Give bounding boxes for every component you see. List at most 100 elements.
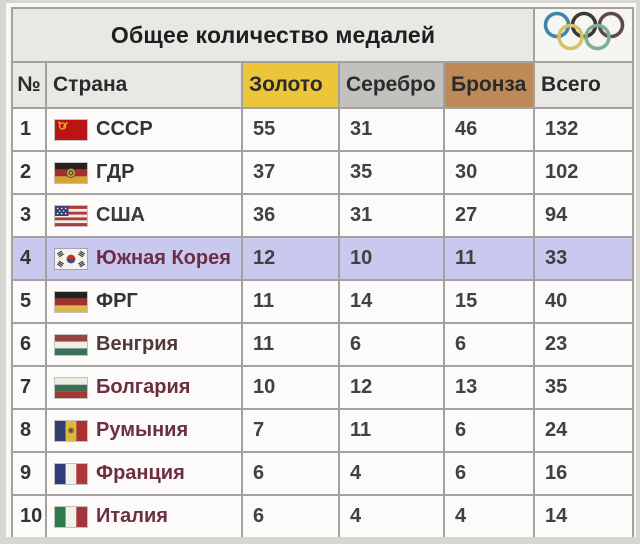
silver-cell: 4 (338, 494, 445, 537)
silver-cell: 35 (338, 150, 445, 195)
total-cell: 94 (533, 193, 635, 238)
gold-cell: 6 (241, 451, 340, 496)
total-cell: 24 (533, 408, 635, 453)
bronze-cell: 6 (442, 408, 536, 453)
total-cell: 14 (533, 494, 635, 537)
country-link[interactable]: ФРГ (96, 290, 138, 312)
table-row: 6 Венгрия 11 6 6 23 (11, 322, 635, 367)
silver-cell: 11 (338, 408, 445, 453)
country-link[interactable]: Италия (96, 505, 168, 527)
south-korea-flag-icon (55, 248, 87, 269)
table-row: 7 Болгария 10 12 13 35 (11, 365, 635, 410)
gold-cell: 37 (241, 150, 340, 195)
bronze-cell: 30 (442, 150, 536, 195)
gold-cell: 6 (241, 494, 340, 537)
gold-cell: 55 (241, 107, 340, 152)
country-link[interactable]: СССР (96, 118, 153, 140)
gold-cell: 11 (241, 322, 340, 367)
silver-cell: 12 (338, 365, 445, 410)
silver-cell: 6 (338, 322, 445, 367)
rank-cell: 4 (11, 236, 47, 281)
country-link[interactable]: Болгария (96, 376, 191, 398)
country-cell: США (45, 193, 243, 238)
table-row: 5 ФРГ 11 14 15 40 (11, 279, 635, 324)
bronze-cell: 46 (442, 107, 536, 152)
logo-cell (533, 7, 635, 63)
silver-cell: 4 (338, 451, 445, 496)
bronze-cell: 6 (442, 322, 536, 367)
col-header-country: Страна (45, 61, 243, 109)
bronze-cell: 6 (442, 451, 536, 496)
silver-cell: 10 (338, 236, 445, 281)
gold-cell: 12 (241, 236, 340, 281)
country-link[interactable]: Венгрия (96, 333, 179, 355)
col-header-gold: Золото (241, 61, 340, 109)
country-link[interactable]: Румыния (96, 419, 189, 441)
rank-cell: 3 (11, 193, 47, 238)
header-row: № Страна Золото Серебро Бронза Всего (11, 61, 635, 109)
usa-flag-icon (55, 205, 87, 226)
country-link[interactable]: Южная Корея (96, 247, 231, 269)
table-row: 10 Италия 6 4 4 14 (11, 494, 635, 537)
gold-cell: 10 (241, 365, 340, 410)
country-link[interactable]: США (96, 204, 145, 226)
bronze-cell: 4 (442, 494, 536, 537)
rank-cell: 6 (11, 322, 47, 367)
bulgaria-flag-icon (55, 377, 87, 398)
hungary-flag-icon (55, 334, 87, 355)
rank-cell: 7 (11, 365, 47, 410)
medals-table: Общее количество медалей (10, 7, 635, 537)
country-cell: СССР (45, 107, 243, 152)
gdr-flag-icon (55, 162, 87, 183)
total-cell: 16 (533, 451, 635, 496)
bronze-cell: 15 (442, 279, 536, 324)
country-link[interactable]: ГДР (96, 161, 135, 183)
gold-cell: 11 (241, 279, 340, 324)
table-row: 2 ГДР 37 35 30 102 (11, 150, 635, 195)
rank-cell: 5 (11, 279, 47, 324)
country-cell: Южная Корея (45, 236, 243, 281)
col-header-silver: Серебро (338, 61, 445, 109)
col-header-total: Всего (533, 61, 635, 109)
col-header-rank: № (11, 61, 47, 109)
country-cell: Румыния (45, 408, 243, 453)
table-row: 8 Румыния 7 11 6 24 (11, 408, 635, 453)
silver-cell: 14 (338, 279, 445, 324)
rank-cell: 10 (11, 494, 47, 537)
table-row: 1 СССР 55 31 46 132 (11, 107, 635, 152)
olympic-rings-icon (540, 11, 628, 59)
romania-flag-icon (55, 420, 87, 441)
title-row: Общее количество медалей (10, 7, 635, 63)
country-cell: ГДР (45, 150, 243, 195)
total-cell: 23 (533, 322, 635, 367)
bronze-cell: 27 (442, 193, 536, 238)
total-cell: 102 (533, 150, 635, 195)
bronze-cell: 11 (442, 236, 536, 281)
table-row: 9 Франция 6 4 6 16 (11, 451, 635, 496)
gold-cell: 36 (241, 193, 340, 238)
bronze-cell: 13 (442, 365, 536, 410)
total-cell: 132 (533, 107, 635, 152)
silver-cell: 31 (338, 193, 445, 238)
italy-flag-icon (55, 506, 87, 527)
total-cell: 40 (533, 279, 635, 324)
gold-cell: 7 (241, 408, 340, 453)
country-cell: Болгария (45, 365, 243, 410)
total-cell: 33 (533, 236, 635, 281)
country-cell: Италия (45, 494, 243, 537)
france-flag-icon (55, 463, 87, 484)
col-header-bronze: Бронза (442, 61, 536, 109)
ussr-flag-icon (55, 119, 87, 140)
country-link[interactable]: Франция (96, 462, 185, 484)
country-cell: ФРГ (45, 279, 243, 324)
silver-cell: 31 (338, 107, 445, 152)
total-cell: 35 (533, 365, 635, 410)
table-row: 3 США 36 31 27 94 (11, 193, 635, 238)
medals-table-body: Общее количество медалей (10, 7, 635, 537)
rank-cell: 9 (11, 451, 47, 496)
frg-flag-icon (55, 291, 87, 312)
rank-cell: 2 (11, 150, 47, 195)
table-row: 4 Южная Корея 12 10 11 33 (11, 236, 635, 281)
rank-cell: 1 (11, 107, 47, 152)
